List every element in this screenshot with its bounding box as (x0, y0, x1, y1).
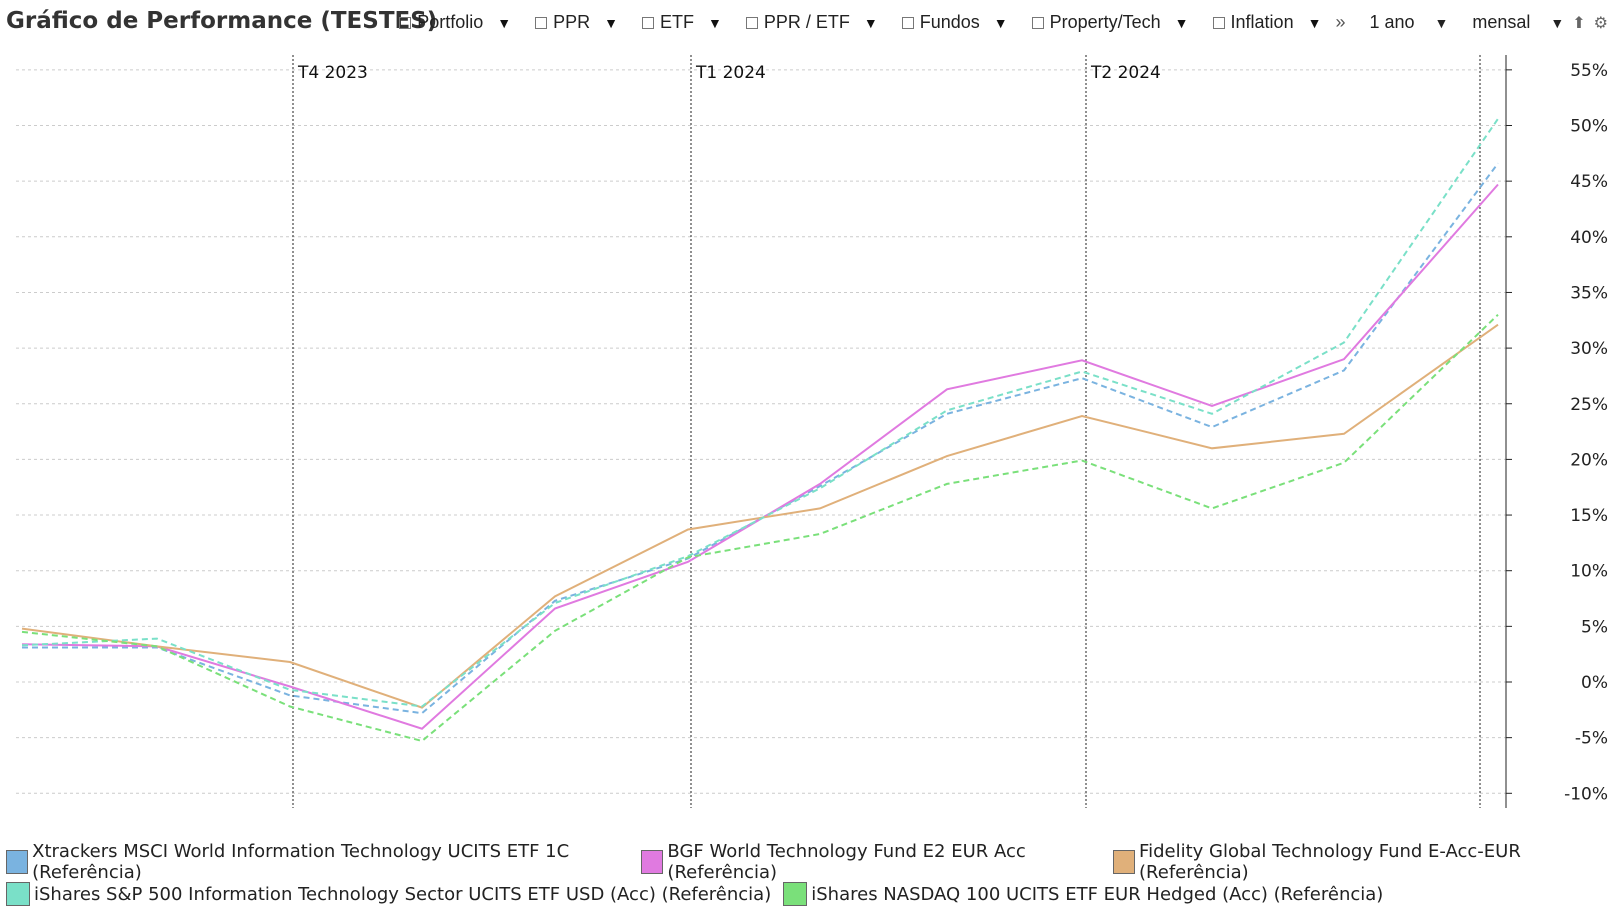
series-line-1 (22, 162, 1499, 715)
filter-inflation[interactable]: Inflation ▼ (1212, 12, 1322, 33)
checkbox-icon[interactable] (901, 16, 914, 29)
double-chevron-right-icon[interactable]: » (1335, 12, 1346, 32)
legend-swatch (6, 882, 30, 906)
caret-down-icon[interactable]: ▼ (863, 14, 878, 31)
quarter-marker-label: T1 2024 (695, 63, 766, 83)
legend-swatch (641, 850, 664, 874)
grid-lines (16, 69, 1506, 794)
series-line-3 (21, 323, 1499, 709)
caret-down-icon[interactable]: ▼ (1550, 14, 1565, 31)
filter-ppr[interactable]: PPR ▼ (535, 12, 618, 33)
legend-swatch (1112, 850, 1136, 874)
legend-label: iShares S&P 500 Information Technology S… (34, 883, 772, 905)
quarter-marker-label: T2 2024 (1090, 63, 1161, 83)
checkbox-icon[interactable] (1031, 16, 1044, 29)
filter-label: Inflation (1230, 12, 1294, 32)
caret-down-icon[interactable]: ▼ (1307, 14, 1322, 31)
filter-label: PPR (553, 12, 591, 32)
gear-icon[interactable]: ⚙ (1593, 14, 1608, 32)
filter-ppr-etf[interactable]: PPR / ETF ▼ (745, 12, 878, 33)
checkbox-icon[interactable] (399, 16, 412, 29)
quarter-markers: T4 2023 T1 2024 T2 2024 (292, 55, 1481, 808)
y-tick-label: 55% (1570, 61, 1608, 81)
legend-item-fidelity[interactable]: Fidelity Global Technology Fund E-Acc-EU… (1112, 841, 1594, 883)
series-line-4 (21, 118, 1499, 708)
y-tick-label: 0% (1581, 673, 1608, 693)
filter-label: Property/Tech (1049, 12, 1161, 32)
y-tick-label: 5% (1581, 617, 1608, 637)
series-line-2 (21, 183, 1499, 730)
filter-etf[interactable]: ETF ▼ (641, 12, 722, 33)
upload-icon[interactable]: ⬆ (1572, 14, 1586, 32)
series-lines (21, 118, 1499, 743)
checkbox-icon[interactable] (745, 16, 758, 29)
series-line-5 (21, 313, 1499, 743)
y-tick-label: 50% (1570, 117, 1608, 137)
legend-item-ishares-sp500[interactable]: iShares S&P 500 Information Technology S… (6, 882, 771, 906)
filter-label: Portfolio (417, 12, 484, 32)
filter-label: ETF (659, 12, 694, 32)
legend-item-ishares-nasdaq[interactable]: iShares NASDAQ 100 UCITS ETF EUR Hedged … (783, 882, 1383, 906)
y-tick-label: 15% (1570, 506, 1608, 526)
filter-portfolio[interactable]: Portfolio ▼ (399, 12, 511, 33)
y-tick-label: -5% (1575, 729, 1608, 749)
legend-swatch (6, 850, 29, 874)
y-tick-label: 25% (1570, 395, 1608, 415)
y-tick-label: 10% (1570, 562, 1608, 582)
checkbox-icon[interactable] (1212, 16, 1225, 29)
checkbox-icon[interactable] (535, 16, 548, 29)
y-tick-label: 45% (1570, 172, 1608, 192)
legend-row: Xtrackers MSCI World Information Technol… (6, 841, 1606, 883)
y-tick-label: 20% (1570, 450, 1608, 470)
legend-label: BGF World Technology Fund E2 EUR Acc (Re… (667, 841, 1026, 883)
frequency-select[interactable]: mensal ▼ (1472, 12, 1564, 33)
period-value: 1 ano (1369, 12, 1415, 32)
quarter-marker-label: T4 2023 (297, 63, 368, 83)
legend-label: Fidelity Global Technology Fund E-Acc-EU… (1139, 841, 1521, 883)
legend: Xtrackers MSCI World Information Technol… (6, 841, 1606, 910)
filter-label: Fundos (919, 12, 980, 32)
legend-row: iShares S&P 500 Information Technology S… (6, 878, 1606, 910)
frequency-value: mensal (1472, 12, 1531, 32)
legend-label: iShares NASDAQ 100 UCITS ETF EUR Hedged … (811, 883, 1384, 905)
legend-item-xtrackers[interactable]: Xtrackers MSCI World Information Technol… (6, 841, 629, 883)
caret-down-icon[interactable]: ▼ (993, 14, 1008, 31)
y-axis: -10% -5% 0% 5% 10% 15% 20% 25% 30% 35% 40% 45% 50% 55… (1505, 55, 1608, 808)
y-tick-label: 30% (1570, 339, 1608, 359)
caret-down-icon[interactable]: ▼ (1174, 14, 1189, 31)
chart-title: Gráfico de Performance (TESTES) (6, 8, 438, 34)
caret-down-icon[interactable]: ▼ (497, 14, 512, 31)
filter-fundos[interactable]: Fundos ▼ (901, 12, 1008, 33)
legend-swatch (783, 882, 808, 906)
y-tick-label: 35% (1570, 283, 1608, 303)
performance-chart: T4 2023 T1 2024 T2 2024 -10% -5% 0% 5% 10% 15% 2… (16, 55, 1608, 808)
filter-label: PPR / ETF (763, 12, 850, 32)
caret-down-icon[interactable]: ▼ (707, 14, 722, 31)
filter-property-tech[interactable]: Property/Tech ▼ (1031, 12, 1189, 33)
y-tick-label: 40% (1570, 228, 1608, 248)
checkbox-icon[interactable] (641, 16, 654, 29)
y-tick-label: -10% (1564, 784, 1608, 804)
legend-item-bgf[interactable]: BGF World Technology Fund E2 EUR Acc (Re… (641, 841, 1101, 883)
period-select[interactable]: 1 ano ▼ (1369, 12, 1448, 33)
chart-header: Gráfico de Performance (TESTES) Portfoli… (0, 0, 1618, 50)
filter-bar: Portfolio ▼ PPR ▼ ETF ▼ PPR / ETF ▼ Fund… (375, 12, 1618, 33)
caret-down-icon[interactable]: ▼ (604, 14, 618, 31)
legend-label: Xtrackers MSCI World Information Technol… (32, 841, 570, 883)
caret-down-icon[interactable]: ▼ (1434, 14, 1449, 31)
